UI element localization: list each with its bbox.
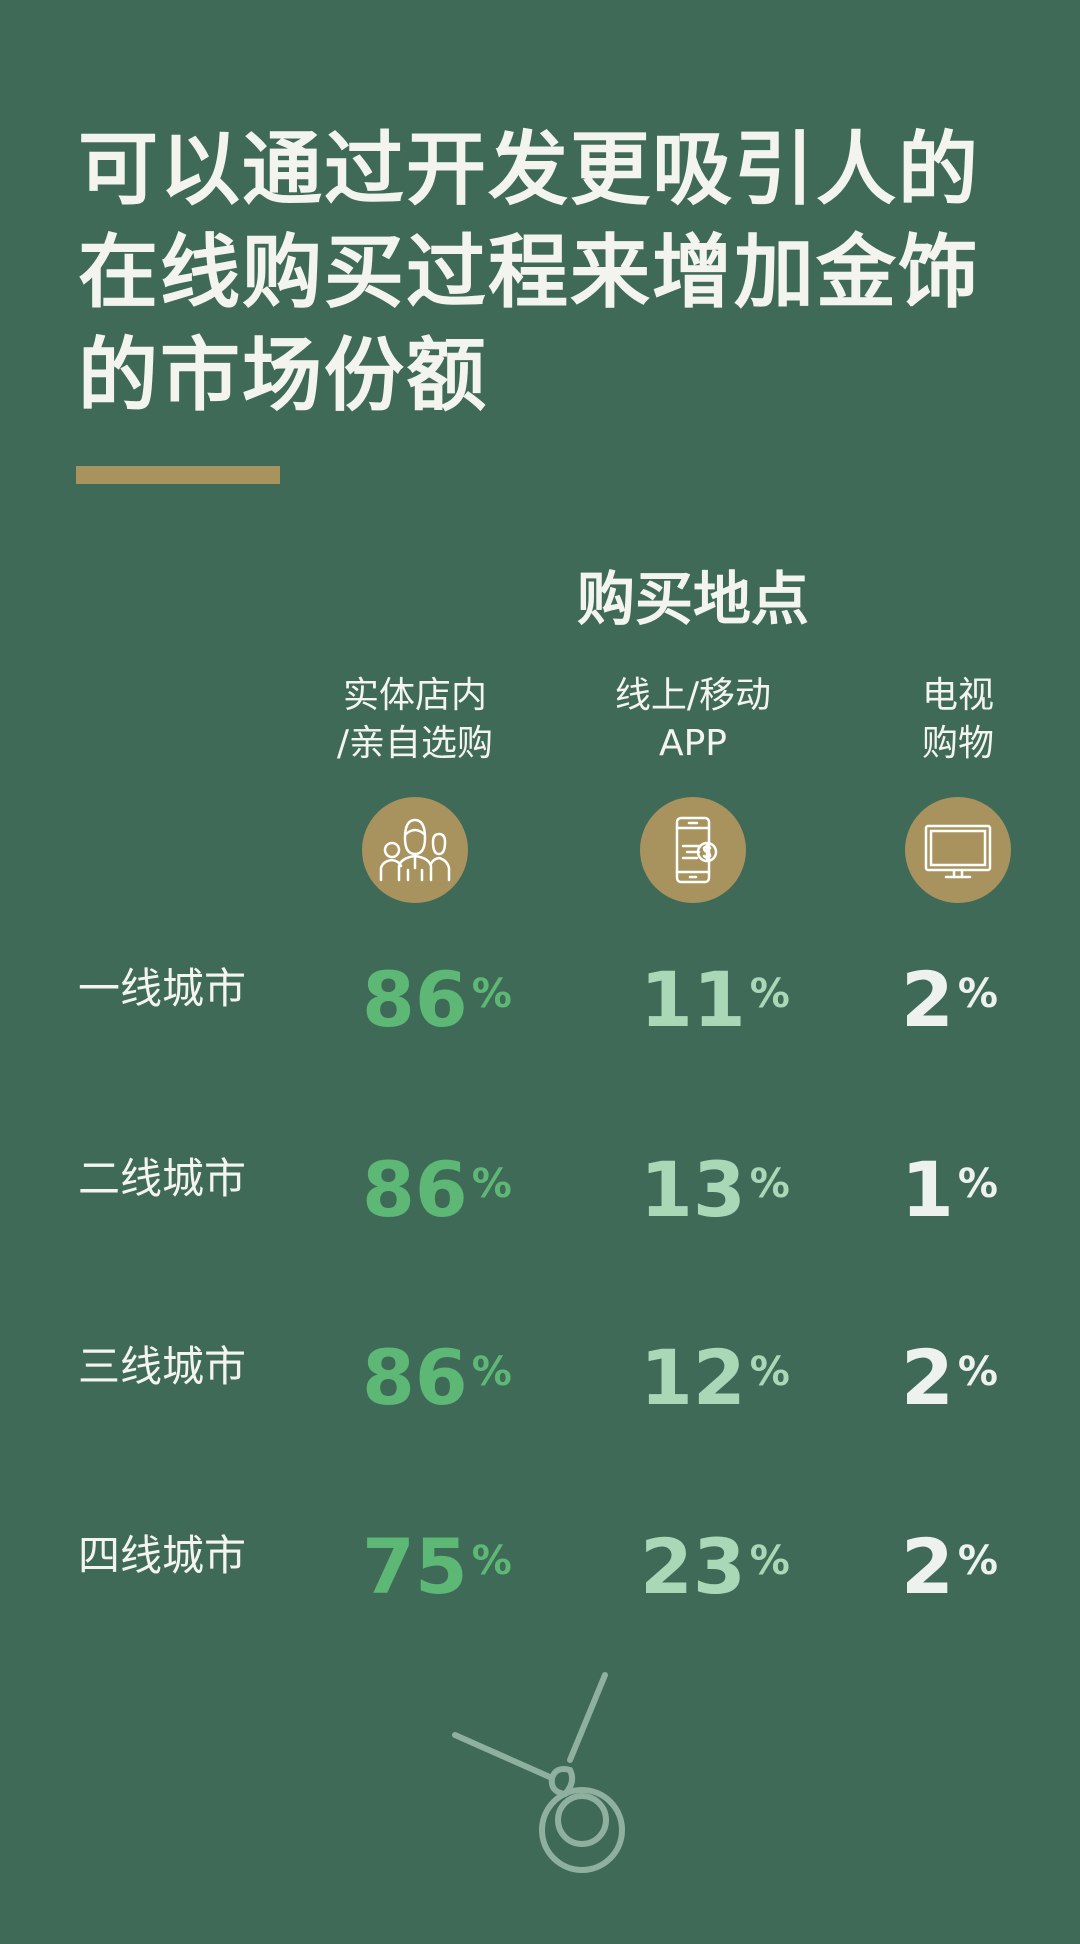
percent-sign: % [471, 971, 512, 1017]
percent-sign: % [749, 1161, 790, 1207]
title-line-3: 的市场份额 [78, 329, 488, 422]
row-label: 二线城市 [78, 1154, 247, 1203]
percent-sign: % [749, 971, 790, 1017]
value-number: 11 [640, 955, 746, 1044]
row-label: 四线城市 [78, 1531, 247, 1580]
value-number: 12 [640, 1333, 746, 1422]
value-cell: 2% [901, 1527, 998, 1607]
value-number: 23 [640, 1522, 746, 1611]
page-title: 可以通过开发更吸引人的 在线购买过程来增加金饰 的市场份额 [78, 118, 1038, 427]
value-cell: 75% [362, 1527, 512, 1607]
value-number: 2 [901, 1522, 954, 1611]
percent-sign: % [471, 1161, 512, 1207]
row-label: 三线城市 [78, 1342, 247, 1391]
percent-sign: % [471, 1538, 512, 1584]
column-header-line: 实体店内 [342, 675, 487, 716]
value-cell: 23% [640, 1527, 790, 1607]
value-cell: 1% [901, 1150, 998, 1230]
value-number: 13 [640, 1145, 746, 1234]
percent-sign: % [749, 1538, 790, 1584]
value-cell: 86% [362, 1150, 512, 1230]
percent-sign: % [749, 1349, 790, 1395]
column-header-tv: 电视购物 [921, 675, 994, 764]
value-cell: 2% [901, 960, 998, 1040]
percent-sign: % [957, 1161, 998, 1207]
value-number: 2 [901, 955, 954, 1044]
value-number: 1 [901, 1145, 954, 1234]
value-number: 2 [901, 1333, 954, 1422]
value-cell: 12% [640, 1338, 790, 1418]
value-cell: 86% [362, 1338, 512, 1418]
value-number: 86 [362, 1333, 468, 1422]
gold-divider [76, 466, 280, 484]
tv-monitor-icon [905, 797, 1011, 903]
title-line-1: 可以通过开发更吸引人的 [78, 123, 980, 216]
value-number: 75 [362, 1522, 468, 1611]
value-cell: 2% [901, 1338, 998, 1418]
percent-sign: % [957, 1538, 998, 1584]
pendant-necklace-icon [452, 1672, 625, 1873]
title-line-2: 在线购买过程来增加金饰 [78, 226, 980, 319]
column-header-line: APP [658, 723, 728, 764]
value-number: 86 [362, 1145, 468, 1234]
row-label: 一线城市 [78, 964, 247, 1013]
value-cell: 13% [640, 1150, 790, 1230]
percent-sign: % [471, 1349, 512, 1395]
percent-sign: % [957, 971, 998, 1017]
column-header-store: 实体店内 /亲自选购 [315, 672, 515, 768]
value-number: 86 [362, 955, 468, 1044]
column-header-line: 线上/移动 [614, 675, 772, 716]
phone-payment-icon [640, 797, 746, 903]
column-header-line: /亲自选购 [336, 723, 494, 764]
value-cell: 86% [362, 960, 512, 1040]
people-group-icon [362, 797, 468, 903]
value-cell: 11% [640, 960, 790, 1040]
column-header-online: 线上/移动 APP [593, 672, 793, 768]
section-title: 购买地点 [576, 565, 809, 633]
percent-sign: % [957, 1349, 998, 1395]
